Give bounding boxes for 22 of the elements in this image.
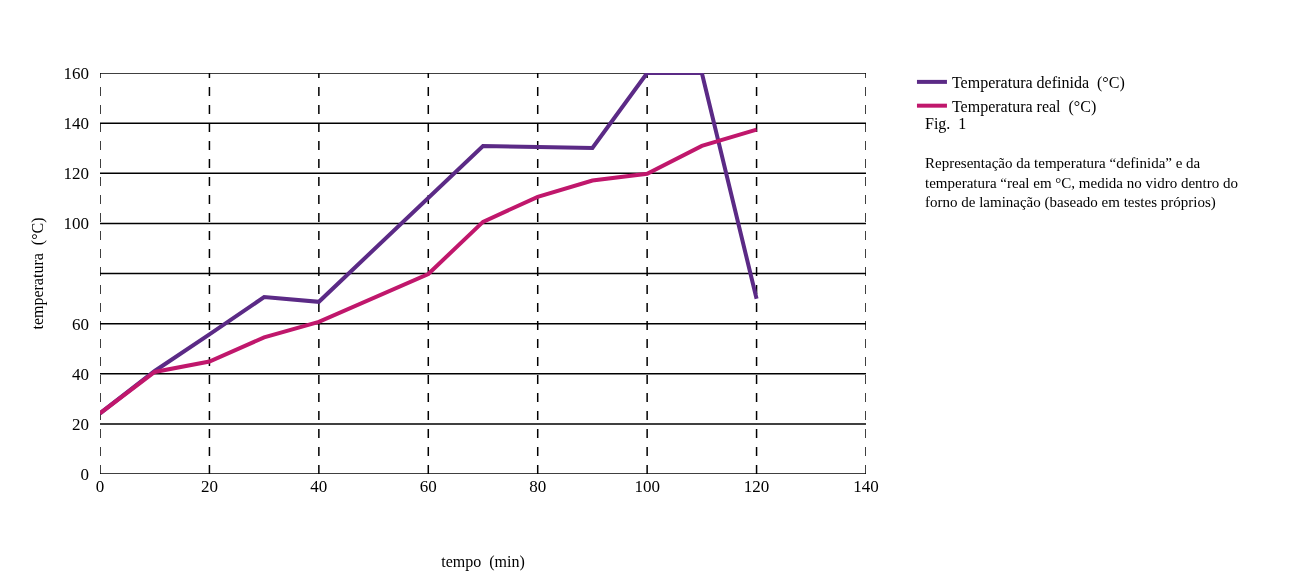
legend-label: Temperatura real (°C) [951, 97, 1097, 116]
x-tick-label: 0 [95, 477, 105, 496]
y-axis-title: temperatura (°C) [29, 217, 48, 330]
y-tick-label: 140 [63, 114, 89, 134]
y-tick-label: 100 [63, 214, 89, 234]
x-tick-label: 100 [634, 477, 660, 496]
legend-label: Temperatura definida (°C) [951, 74, 1125, 93]
x-axis-title: tempo (min) [441, 552, 525, 571]
y-tick-label: 120 [63, 164, 89, 184]
x-tick-label: 80 [529, 477, 547, 496]
x-tick-label: 40 [310, 477, 328, 496]
x-tick-label: 60 [419, 477, 437, 496]
line-series [100, 127, 759, 416]
x-tick-label: 120 [743, 477, 770, 496]
y-tick-label: 20 [72, 414, 89, 434]
y-tick-label: 160 [63, 63, 89, 83]
x-tick-label: 20 [200, 477, 218, 496]
text: Representação da temperatura “definida” e da temperatura “real em °C, medida no vidro dentro do forno de laminação (baseado em testes próprios) [925, 155, 1238, 211]
y-tick-label: 40 [72, 364, 89, 384]
x-tick-label: 140 [853, 477, 879, 496]
y-tick-label: 60 [72, 314, 89, 334]
caption: Fig. 1 [925, 115, 967, 133]
